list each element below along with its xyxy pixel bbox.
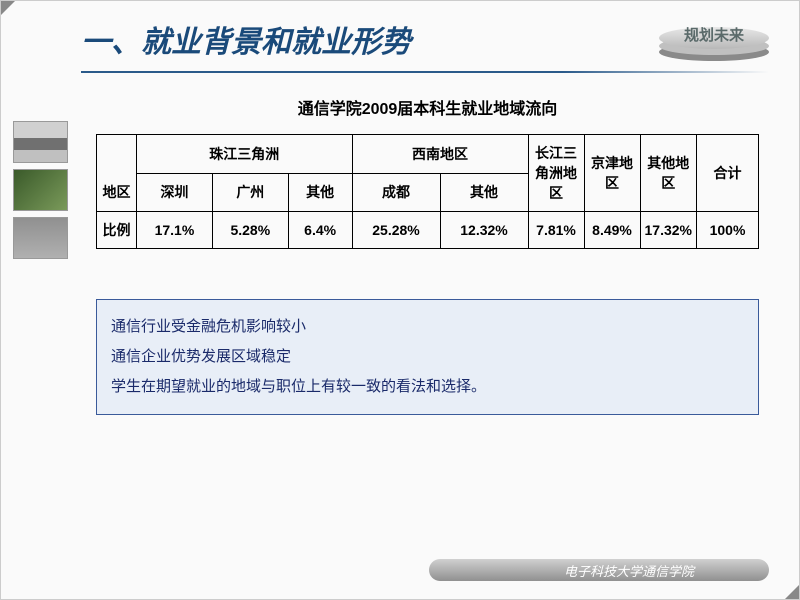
thumbnail-image <box>13 169 68 211</box>
badge: 规划未来 <box>659 16 769 61</box>
data-table: 珠江三角洲西南地区长江三角洲地区京津地区其他地区合计地区深圳广州其他成都其他比例… <box>96 134 759 249</box>
note-line: 通信行业受金融危机影响较小 <box>111 312 744 342</box>
thumbnail-image <box>13 121 68 163</box>
content-area: 通信学院2009届本科生就业地域流向 珠江三角洲西南地区长江三角洲地区京津地区其… <box>96 73 759 415</box>
slide: 一、就业背景和就业形势 规划未来 通信学院2009届本科生就业地域流向 珠江三角… <box>0 0 800 600</box>
table-title: 通信学院2009届本科生就业地域流向 <box>96 95 759 119</box>
badge-text: 规划未来 <box>659 24 769 45</box>
header: 一、就业背景和就业形势 规划未来 <box>1 1 799 71</box>
notes-box: 通信行业受金融危机影响较小 通信企业优势发展区域稳定 学生在期望就业的地域与职位… <box>96 299 759 415</box>
corner-decoration <box>785 585 799 599</box>
sidebar-thumbnails <box>13 121 68 265</box>
footer-bar: 电子科技大学通信学院 <box>429 559 769 581</box>
note-line: 学生在期望就业的地域与职位上有较一致的看法和选择。 <box>111 372 744 402</box>
footer-text: 电子科技大学通信学院 <box>564 561 694 580</box>
thumbnail-image <box>13 217 68 259</box>
page-title: 一、就业背景和就业形势 <box>81 17 411 61</box>
note-line: 通信企业优势发展区域稳定 <box>111 342 744 372</box>
